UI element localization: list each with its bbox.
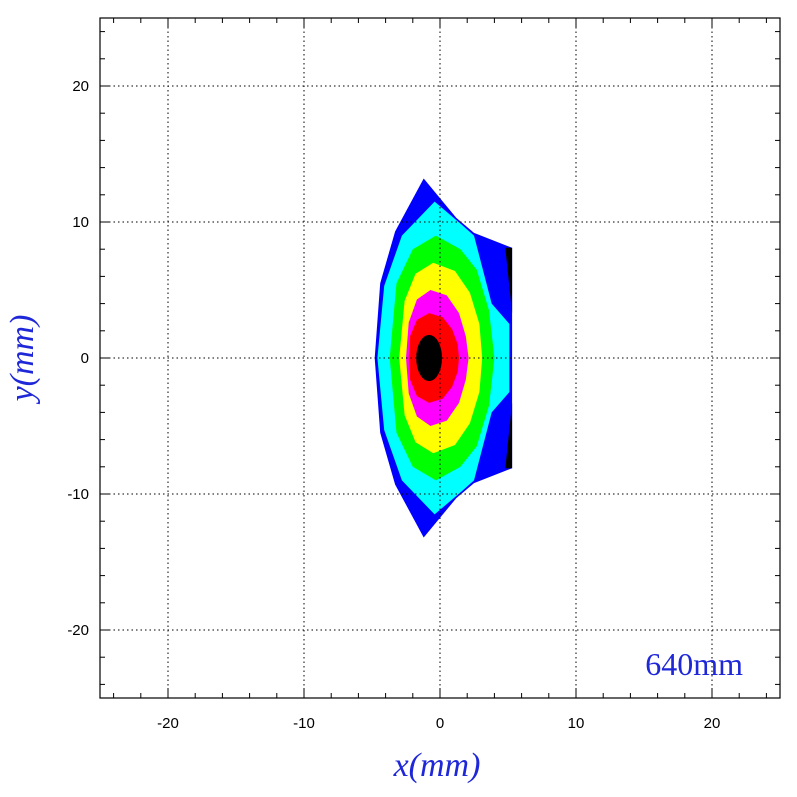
y-tick-label: -20	[67, 622, 89, 639]
y-axis-label: y(mm)	[4, 315, 41, 405]
distance-annotation: 640mm	[645, 646, 743, 682]
y-tick-label: 20	[72, 78, 89, 95]
x-tick-labels: -20 -10 0 10 20	[157, 715, 720, 732]
y-tick-label: -10	[67, 486, 89, 503]
plot-frame	[99, 17, 781, 699]
contour-level-8	[505, 247, 513, 314]
x-tick-label: 10	[568, 715, 585, 732]
x-tick-label: -10	[293, 715, 315, 732]
x-tick-label: -20	[157, 715, 179, 732]
axis-ticks	[100, 18, 780, 698]
contour-levels	[374, 178, 513, 538]
x-axis-label: x(mm)	[393, 747, 481, 784]
y-tick-label: 0	[81, 350, 89, 367]
grid-lines	[100, 18, 780, 698]
x-tick-label: 20	[704, 715, 721, 732]
x-tick-label: 0	[436, 715, 444, 732]
y-tick-labels: -20 -10 0 10 20	[67, 78, 89, 639]
y-tick-label: 10	[72, 214, 89, 231]
contour-level-8	[505, 402, 513, 469]
